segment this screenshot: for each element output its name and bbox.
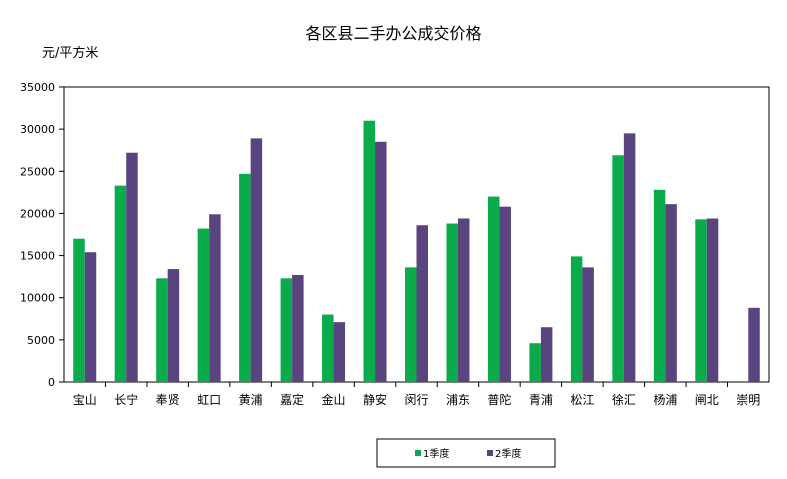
x-category-label: 静安	[363, 392, 387, 407]
x-category-label: 黄浦	[239, 393, 263, 407]
y-tick-label: 5000	[27, 334, 55, 347]
x-category-label: 奉贤	[156, 393, 180, 407]
bar-2	[457, 218, 470, 382]
x-category-label: 杨浦	[653, 392, 677, 407]
bar-1	[322, 314, 334, 382]
bar-2	[499, 206, 511, 382]
y-tick-label: 35000	[20, 81, 55, 94]
bar-1	[695, 219, 707, 382]
bar-1	[114, 185, 127, 382]
x-category-label: 闵行	[404, 392, 428, 407]
bar-1	[487, 196, 500, 382]
bar-1	[653, 189, 666, 382]
y-tick-label: 10000	[20, 292, 55, 305]
x-category-label: 崇明	[736, 393, 760, 407]
bar-2	[333, 322, 346, 382]
bar-2	[126, 152, 138, 382]
bar-1	[405, 267, 417, 382]
legend-label: 2季度	[495, 447, 521, 460]
y-tick-label: 25000	[20, 165, 55, 178]
bar-1	[73, 238, 85, 382]
x-category-label: 虹口	[197, 393, 221, 407]
bar-1	[156, 278, 168, 382]
x-category-label: 松江	[570, 393, 594, 407]
legend-swatch	[487, 450, 493, 456]
y-axis-unit-label: 元/平方米	[42, 46, 99, 61]
legend-label: 1季度	[423, 447, 449, 460]
bar-1	[197, 228, 210, 382]
y-tick-label: 30000	[20, 123, 55, 136]
x-category-label: 青浦	[529, 393, 553, 407]
legend-box	[376, 438, 556, 468]
bar-1	[446, 223, 458, 382]
bar-2	[416, 225, 428, 382]
bar-1	[570, 256, 583, 382]
bar-1	[363, 120, 376, 382]
x-category-label: 普陀	[487, 392, 511, 407]
bar-2	[748, 307, 760, 382]
bar-2	[292, 274, 304, 382]
y-tick-label: 0	[48, 376, 55, 389]
legend-swatch	[415, 450, 421, 456]
y-tick-label: 20000	[20, 207, 55, 220]
y-axis: 0 5000 10000 15000 20000 25000 30000 35000	[20, 81, 64, 389]
bar-2	[375, 141, 387, 382]
bar-2	[250, 138, 263, 382]
bar-series	[73, 120, 760, 382]
x-axis: 宝山 长宁 奉贤 虹口 黄浦 嘉定 金山 静安 闵行 浦东 普陀 青浦 松江 徐汇 杨浦 闸北 崇明	[73, 382, 760, 407]
bar-2	[665, 204, 677, 382]
legend: 1季度 2季度	[376, 438, 556, 468]
y-tick-label: 15000	[20, 250, 55, 263]
bar-2	[167, 269, 180, 382]
bar-2	[84, 252, 97, 382]
x-category-label: 长宁	[114, 392, 138, 407]
bar-2	[706, 218, 719, 382]
bar-2	[582, 267, 594, 382]
bar-1	[280, 278, 293, 382]
bar-2	[209, 214, 221, 382]
bar-1	[529, 343, 541, 382]
x-category-label: 浦东	[446, 393, 470, 407]
x-category-label: 宝山	[73, 393, 97, 407]
chart-title: 各区县二手办公成交价格	[305, 24, 482, 43]
x-category-label: 金山	[322, 392, 346, 407]
x-category-label: 闸北	[695, 393, 719, 407]
x-category-label: 徐汇	[612, 392, 636, 407]
bar-1	[239, 173, 251, 382]
x-category-label: 嘉定	[280, 392, 304, 407]
bar-1	[612, 155, 624, 382]
bar-2	[540, 327, 553, 382]
bar-2	[623, 133, 636, 382]
